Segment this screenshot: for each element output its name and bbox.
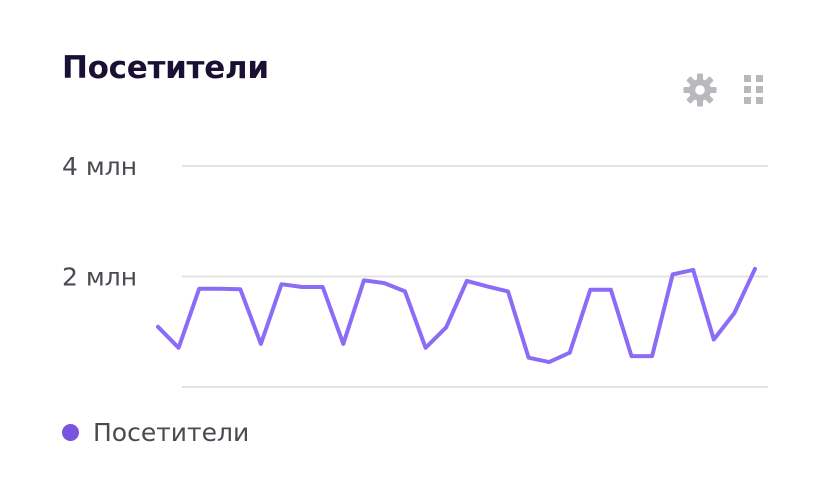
data-point[interactable]	[626, 350, 638, 362]
data-point[interactable]	[255, 338, 267, 350]
legend-label: Посетители	[93, 418, 250, 447]
data-point[interactable]	[296, 281, 308, 293]
data-point[interactable]	[687, 264, 699, 276]
y-tick-label: 2 млн	[62, 263, 137, 292]
y-tick-label: 4 млн	[62, 152, 137, 181]
data-point[interactable]	[337, 338, 349, 350]
data-point[interactable]	[481, 280, 493, 292]
data-point[interactable]	[399, 285, 411, 297]
data-point[interactable]	[605, 284, 617, 296]
data-point[interactable]	[461, 275, 473, 287]
data-point[interactable]	[214, 283, 226, 295]
data-point[interactable]	[152, 321, 164, 333]
data-point[interactable]	[420, 342, 432, 354]
legend-marker	[62, 424, 79, 441]
chart-legend: Посетители	[62, 418, 249, 447]
data-point[interactable]	[440, 321, 452, 333]
data-point[interactable]	[749, 263, 761, 275]
settings-button[interactable]	[682, 72, 718, 108]
data-point[interactable]	[543, 356, 555, 368]
data-point[interactable]	[193, 283, 205, 295]
gear-icon	[683, 73, 717, 107]
series-line	[156, 266, 757, 365]
data-point[interactable]	[234, 283, 246, 295]
data-point[interactable]	[667, 268, 679, 280]
data-point[interactable]	[276, 278, 288, 290]
y-axis-tick-labels: 4 млн 2 млн	[62, 152, 137, 292]
data-point[interactable]	[317, 281, 329, 293]
data-point[interactable]	[646, 350, 658, 362]
grid-dots-icon	[744, 75, 763, 104]
data-point[interactable]	[173, 342, 185, 354]
visitors-line-chart: 4 млн 2 млн	[62, 152, 768, 388]
data-point[interactable]	[378, 277, 390, 289]
series-layer	[152, 263, 761, 368]
gridlines	[182, 165, 768, 388]
data-point[interactable]	[708, 334, 720, 346]
data-point[interactable]	[502, 285, 514, 297]
data-point[interactable]	[584, 284, 596, 296]
data-point[interactable]	[564, 347, 576, 359]
data-point[interactable]	[523, 352, 535, 364]
widget-title: Посетители	[62, 50, 269, 86]
drag-handle[interactable]	[736, 72, 772, 108]
data-point[interactable]	[728, 307, 740, 319]
data-point[interactable]	[358, 274, 370, 286]
widget-toolbar	[682, 72, 772, 108]
